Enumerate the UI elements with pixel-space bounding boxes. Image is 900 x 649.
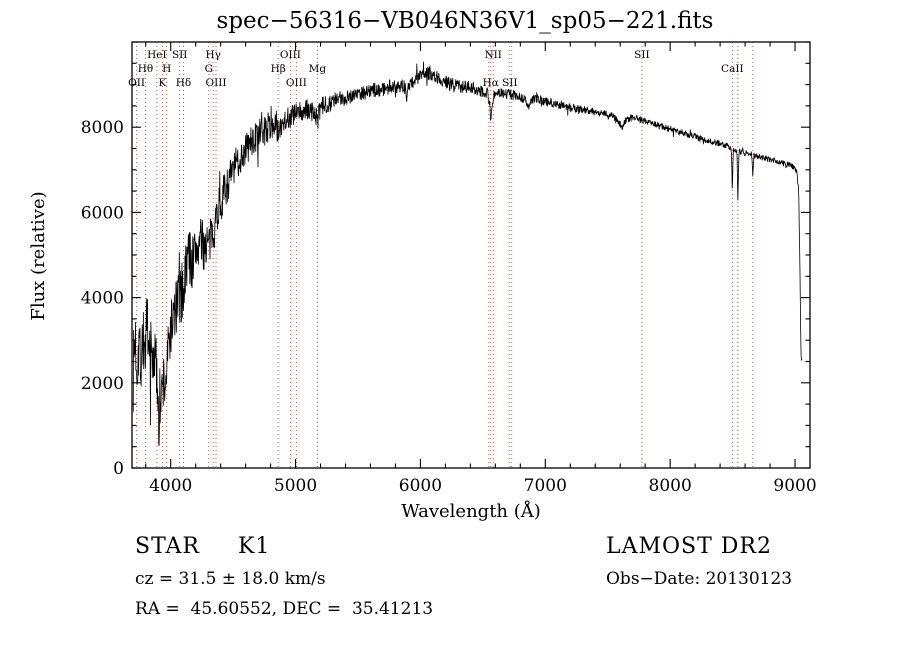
object-info-block: STAR K1 cz = 31.5 ± 18.0 km/s RA = 45.605… <box>135 534 433 619</box>
x-tick-label: 9000 <box>773 476 816 496</box>
spectral-line-label: NII <box>484 49 501 61</box>
plot-frame <box>131 41 811 469</box>
spectral-line-label: OIII <box>286 77 307 89</box>
spectrum-plot: 4000 5000 6000 7000 8000 9000 0 2000 4000 6000 800… <box>81 41 817 496</box>
spectral-line-label: H <box>162 63 171 75</box>
object-class-line: STAR K1 <box>135 534 433 559</box>
x-tick-label: 7000 <box>524 476 567 496</box>
x-tick-label: 6000 <box>399 476 442 496</box>
spectral-line-label: Hθ <box>138 63 153 75</box>
cz-value: cz = 31.5 ± 18.0 km/s <box>135 569 326 589</box>
spectral-line-label: HeI <box>147 49 167 61</box>
object-class: STAR <box>135 534 200 559</box>
ra-dec-value: RA = 45.60552, DEC = 35.41213 <box>135 599 434 619</box>
spectral-line-label: SII <box>502 77 518 89</box>
spectral-line-label: Hα <box>483 77 499 89</box>
survey-info-block: LAMOST DR2 Obs−Date: 20130123 <box>606 534 792 589</box>
y-tick-label: 6000 <box>81 203 124 223</box>
x-axis-label: Wavelength (Å) <box>401 501 541 522</box>
y-tick-label: 4000 <box>81 289 124 309</box>
spectral-line-label: Hβ <box>271 63 286 75</box>
y-tick-label: 2000 <box>81 374 124 394</box>
x-tick-label: 8000 <box>649 476 692 496</box>
y-tick-label: 8000 <box>81 118 124 138</box>
y-tick-label: 0 <box>113 459 124 479</box>
object-subclass: K1 <box>238 534 271 559</box>
spectrum-path <box>132 61 803 446</box>
spectral-line-label: Hδ <box>176 77 191 89</box>
spectral-line-label: SII <box>634 49 650 61</box>
x-tick-label: 5000 <box>274 476 317 496</box>
survey-name: LAMOST DR2 <box>606 534 772 559</box>
spectral-line-label: Mg <box>309 63 327 75</box>
spectral-line-label: OII <box>128 77 145 89</box>
spectral-line-label: G <box>205 63 213 75</box>
spectral-line-label: OIII <box>280 49 301 61</box>
obs-date: Obs−Date: 20130123 <box>606 569 793 589</box>
chart-title: spec−56316−VB046N36V1_sp05−221.fits <box>216 8 714 34</box>
spectral-line-label: OIII <box>206 77 227 89</box>
spectral-line-label: SII <box>172 49 188 61</box>
spectral-line-label: K <box>159 77 167 89</box>
spectral-line-label: CaII <box>721 63 744 75</box>
spectral-line-label: Hγ <box>205 49 220 61</box>
x-tick-label: 4000 <box>149 476 192 496</box>
